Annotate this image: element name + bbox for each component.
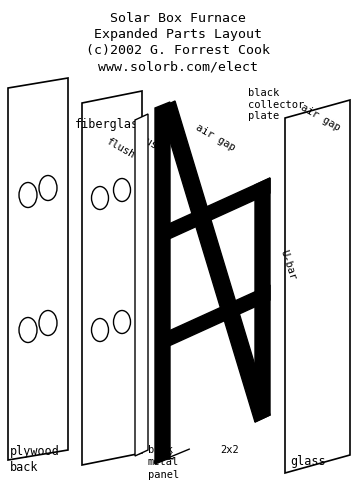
Polygon shape — [160, 178, 270, 243]
Polygon shape — [82, 91, 142, 465]
Ellipse shape — [39, 176, 57, 200]
Ellipse shape — [114, 310, 131, 334]
Text: glass: glass — [290, 455, 326, 468]
Text: black
collector
plate: black collector plate — [248, 88, 304, 121]
Ellipse shape — [19, 317, 37, 343]
Text: flush: flush — [132, 130, 164, 154]
Polygon shape — [285, 100, 350, 473]
Text: www.solorb.com/elect: www.solorb.com/elect — [98, 60, 258, 73]
Text: flush: flush — [104, 136, 136, 160]
Text: 2x2: 2x2 — [220, 445, 239, 455]
Ellipse shape — [19, 183, 37, 207]
Ellipse shape — [114, 179, 131, 201]
Text: plywood
back: plywood back — [10, 445, 60, 474]
Ellipse shape — [39, 310, 57, 336]
Polygon shape — [160, 285, 270, 350]
Ellipse shape — [91, 318, 109, 342]
Text: fiberglass: fiberglass — [74, 118, 146, 131]
Text: Expanded Parts Layout: Expanded Parts Layout — [94, 28, 262, 41]
Text: air gap: air gap — [193, 123, 236, 153]
Text: air gap: air gap — [298, 103, 341, 133]
Text: U-bar: U-bar — [278, 248, 297, 281]
Polygon shape — [8, 78, 68, 460]
Text: back
metal
panel: back metal panel — [148, 445, 179, 480]
Text: Solar Box Furnace: Solar Box Furnace — [110, 12, 246, 25]
Polygon shape — [255, 178, 270, 422]
Ellipse shape — [91, 187, 109, 209]
Polygon shape — [135, 114, 148, 456]
Text: (c)2002 G. Forrest Cook: (c)2002 G. Forrest Cook — [86, 44, 270, 57]
Polygon shape — [155, 102, 170, 464]
Polygon shape — [160, 101, 270, 422]
